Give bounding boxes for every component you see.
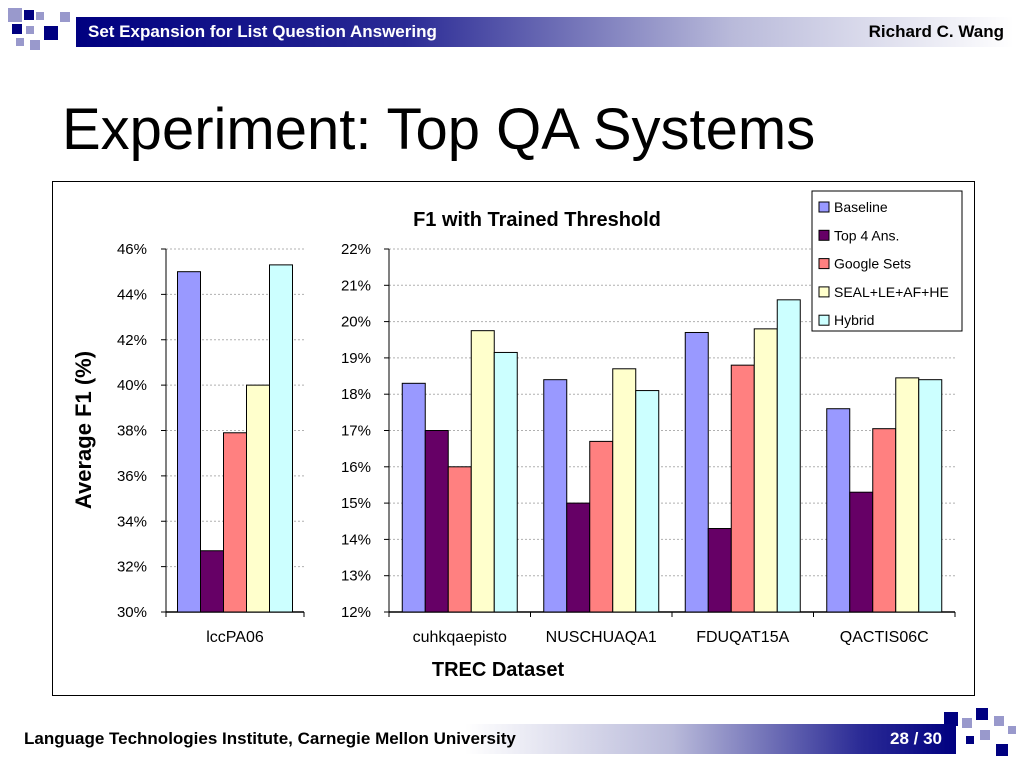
legend-label: SEAL+LE+AF+HE: [834, 284, 949, 300]
x-tick-label: lccPA06: [206, 629, 264, 646]
bar: [730, 364, 755, 613]
bar: [849, 491, 874, 613]
presentation-title: Set Expansion for List Question Answerin…: [88, 22, 437, 41]
legend-swatch: [818, 258, 830, 270]
y-tick-label: 13%: [341, 568, 371, 585]
bar: [493, 351, 518, 613]
x-tick-label: FDUQAT15A: [696, 629, 789, 646]
x-tick-label: NUSCHUAQA1: [546, 629, 657, 646]
y-tick-label: 22%: [341, 241, 371, 258]
chart-title: F1 with Trained Threshold: [413, 209, 661, 231]
legend-swatch: [818, 286, 830, 298]
slide-title: Experiment: Top QA Systems: [62, 97, 816, 162]
x-tick-label: cuhkqaepisto: [413, 629, 507, 646]
bar: [684, 331, 709, 613]
y-tick-label: 32%: [117, 559, 147, 576]
y-tick-label: 36%: [117, 468, 147, 485]
y-tick-label: 21%: [341, 277, 371, 294]
bar: [589, 440, 614, 613]
bar: [566, 502, 591, 613]
y-tick-label: 17%: [341, 423, 371, 440]
page-number: 28 / 30: [890, 729, 942, 748]
bar: [543, 379, 568, 613]
y-tick-label: 44%: [117, 286, 147, 303]
header-bar: Set Expansion for List Question Answerin…: [76, 17, 1014, 47]
bar: [635, 390, 660, 613]
bar: [424, 430, 449, 613]
legend-swatch: [818, 201, 830, 213]
legend-swatch: [818, 229, 830, 241]
bar: [177, 271, 201, 613]
y-tick-label: 18%: [341, 386, 371, 403]
bar: [223, 432, 247, 613]
bar: [200, 550, 224, 613]
y-tick-label: 20%: [341, 314, 371, 331]
y-tick-label: 42%: [117, 332, 147, 349]
bar: [753, 328, 778, 613]
bar: [776, 299, 801, 613]
legend-box: [811, 190, 963, 332]
legend-label: Top 4 Ans.: [834, 227, 899, 243]
chart-figure: 30% 32% 34% 36% 38% 40% 42% 44% 46% lccPA06 12% 13%…: [52, 181, 975, 696]
footer-bar: Language Technologies Institute, Carnegi…: [12, 724, 956, 754]
x-tick-label: QACTIS06C: [840, 629, 929, 646]
bar: [246, 384, 270, 613]
legend-label: Baseline: [834, 199, 888, 215]
bar: [470, 330, 495, 613]
x-axis-label: TREC Dataset: [432, 659, 565, 681]
y-tick-label: 15%: [341, 495, 371, 512]
bar: [707, 528, 732, 613]
bar: [269, 264, 293, 613]
y-tick-label: 38%: [117, 423, 147, 440]
bar: [826, 408, 851, 613]
legend-label: Hybrid: [834, 312, 874, 328]
y-tick-label: 16%: [341, 459, 371, 476]
y-tick-label: 30%: [117, 604, 147, 621]
bar: [401, 382, 426, 613]
y-axis-label: Average F1 (%): [71, 351, 96, 509]
legend-swatch: [818, 314, 830, 326]
y-tick-label: 34%: [117, 513, 147, 530]
bar: [612, 368, 637, 613]
bar: [872, 428, 897, 613]
y-tick-label: 14%: [341, 531, 371, 548]
bar: [895, 377, 920, 613]
bar-chart: 30% 32% 34% 36% 38% 40% 42% 44% 46% lccPA06 12% 13%…: [71, 190, 963, 681]
bar: [447, 466, 472, 613]
y-tick-label: 19%: [341, 350, 371, 367]
y-tick-label: 12%: [341, 604, 371, 621]
legend-label: Google Sets: [834, 256, 911, 272]
institution-name: Language Technologies Institute, Carnegi…: [24, 729, 516, 748]
bar: [918, 379, 943, 613]
y-tick-label: 40%: [117, 377, 147, 394]
y-tick-label: 46%: [117, 241, 147, 258]
author-name: Richard C. Wang: [868, 22, 1004, 41]
